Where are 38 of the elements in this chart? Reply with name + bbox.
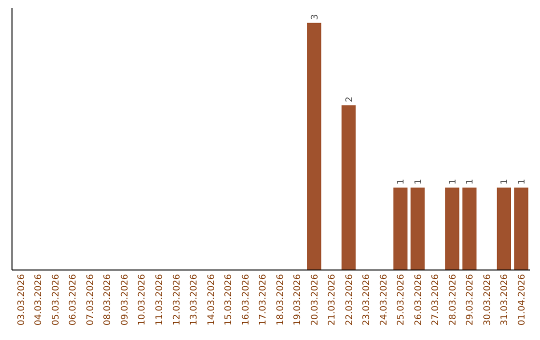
data-label: 3	[310, 14, 320, 20]
x-tick-label: 16.03.2026	[241, 274, 252, 326]
x-tick-label: 17.03.2026	[258, 274, 269, 326]
x-tick-label: 29.03.2026	[466, 274, 476, 326]
data-label: 1	[414, 178, 424, 185]
x-tick-label: 04.03.2026	[34, 274, 44, 326]
x-tick-label: 07.03.2026	[86, 274, 96, 326]
x-tick-label: 01.04.2026	[517, 274, 528, 326]
x-tick-label: 15.03.2026	[224, 274, 234, 326]
x-tick-label: 25.03.2026	[396, 274, 407, 326]
data-label: 1	[500, 178, 510, 185]
x-tick-label: 18.03.2026	[276, 274, 286, 326]
x-tick-label: 11.03.2026	[154, 274, 165, 326]
data-label: 2	[344, 96, 355, 102]
data-label: 1	[396, 178, 407, 185]
x-tick-label: 28.03.2026	[448, 274, 458, 326]
x-tick-label: 09.03.2026	[120, 274, 130, 326]
x-tick-label: 31.03.2026	[500, 274, 510, 326]
x-tick-label: 30.03.2026	[482, 274, 493, 326]
x-tick-label: 27.03.2026	[431, 274, 442, 326]
x-tick-label: 10.03.2026	[138, 274, 148, 326]
x-tick-label: 05.03.2026	[51, 274, 62, 326]
data-label: 1	[517, 178, 528, 185]
x-tick-label: 08.03.2026	[103, 274, 114, 326]
x-tick-label: 26.03.2026	[414, 274, 424, 326]
x-tick-label: 14.03.2026	[206, 274, 217, 326]
x-tick-label: 13.03.2026	[190, 274, 200, 326]
data-label: 1	[466, 178, 476, 185]
x-tick-label: 20.03.2026	[310, 274, 320, 326]
x-tick-label: 23.03.2026	[362, 274, 372, 326]
x-tick-label: 12.03.2026	[172, 274, 182, 326]
data-label: 1	[448, 178, 458, 185]
x-tick-label: 22.03.2026	[344, 274, 355, 326]
x-tick-label: 03.03.2026	[16, 274, 27, 326]
x-tick-label: 24.03.2026	[379, 274, 390, 326]
x-tick-label: 19.03.2026	[293, 274, 304, 326]
x-tick-label: 06.03.2026	[68, 274, 79, 326]
x-tick-label: 21.03.2026	[328, 274, 338, 326]
